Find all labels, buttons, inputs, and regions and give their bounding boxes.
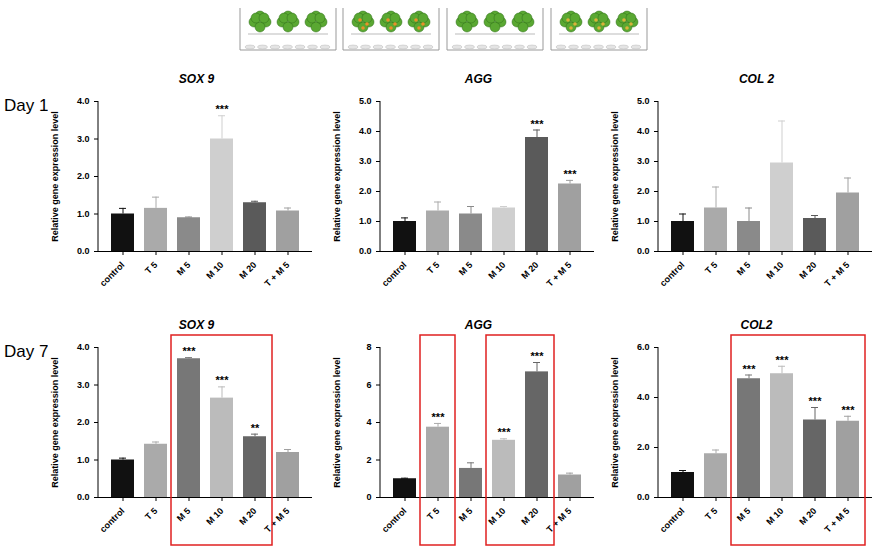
svg-text:1.0: 1.0 xyxy=(77,209,90,219)
svg-text:0.0: 0.0 xyxy=(77,492,90,502)
svg-text:T + M 5: T + M 5 xyxy=(263,260,292,289)
html-text:Day 7: Day 7 xyxy=(4,342,49,361)
svg-text:***: *** xyxy=(183,345,197,357)
svg-text:M 5: M 5 xyxy=(457,260,475,278)
svg-text:4.0: 4.0 xyxy=(77,342,90,352)
svg-text:M 20: M 20 xyxy=(797,506,818,527)
svg-text:M 10: M 10 xyxy=(764,506,785,527)
svg-text:M 20: M 20 xyxy=(797,260,818,281)
svg-text:1.0: 1.0 xyxy=(637,216,650,226)
svg-text:T + M 5: T + M 5 xyxy=(823,506,852,535)
svg-text:***: *** xyxy=(498,426,512,438)
svg-text:2: 2 xyxy=(366,455,371,465)
svg-text:T 5: T 5 xyxy=(425,506,441,522)
svg-text:Relative gene expression level: Relative gene expression level xyxy=(610,111,620,242)
svg-text:***: *** xyxy=(432,411,446,423)
svg-text:6.0: 6.0 xyxy=(637,342,650,352)
svg-text:Relative gene expression level: Relative gene expression level xyxy=(610,357,620,488)
svg-text:control: control xyxy=(658,506,687,535)
svg-text:T 5: T 5 xyxy=(143,260,159,276)
svg-text:0.0: 0.0 xyxy=(359,246,372,256)
svg-text:***: *** xyxy=(842,404,856,416)
svg-text:***: *** xyxy=(743,363,757,375)
svg-text:***: *** xyxy=(776,354,790,366)
svg-text:4.0: 4.0 xyxy=(637,392,650,402)
svg-text:M 10: M 10 xyxy=(204,506,225,527)
svg-text:0.0: 0.0 xyxy=(77,246,90,256)
svg-text:M 5: M 5 xyxy=(175,260,193,278)
svg-text:T + M 5: T + M 5 xyxy=(823,260,852,289)
svg-text:control: control xyxy=(98,506,127,535)
svg-text:3.0: 3.0 xyxy=(637,156,650,166)
svg-text:4.0: 4.0 xyxy=(637,126,650,136)
svg-text:control: control xyxy=(380,506,409,535)
svg-text:Relative gene expression level: Relative gene expression level xyxy=(50,357,60,488)
svg-text:8: 8 xyxy=(366,342,371,352)
svg-text:T 5: T 5 xyxy=(703,260,719,276)
svg-text:T 5: T 5 xyxy=(703,506,719,522)
svg-text:M 20: M 20 xyxy=(519,260,540,281)
html-text:Day 1: Day 1 xyxy=(4,96,49,115)
svg-text:3.0: 3.0 xyxy=(77,134,90,144)
svg-text:Relative gene expression level: Relative gene expression level xyxy=(332,111,342,242)
svg-text:0.0: 0.0 xyxy=(637,492,650,502)
svg-text:T 5: T 5 xyxy=(143,506,159,522)
svg-text:M 5: M 5 xyxy=(735,260,753,278)
svg-text:T + M 5: T + M 5 xyxy=(263,506,292,535)
svg-text:M 10: M 10 xyxy=(764,260,785,281)
svg-text:M 20: M 20 xyxy=(519,506,540,527)
svg-text:control: control xyxy=(658,260,687,289)
svg-text:2.0: 2.0 xyxy=(637,186,650,196)
svg-text:M 5: M 5 xyxy=(735,506,753,524)
svg-text:M 5: M 5 xyxy=(457,506,475,524)
svg-text:***: *** xyxy=(216,374,230,386)
svg-text:M 20: M 20 xyxy=(237,506,258,527)
svg-text:T + M 5: T + M 5 xyxy=(545,260,574,289)
svg-text:6: 6 xyxy=(366,380,371,390)
html-text:COL2: COL2 xyxy=(740,318,773,332)
svg-text:5.0: 5.0 xyxy=(359,96,372,106)
svg-text:2.0: 2.0 xyxy=(637,442,650,452)
svg-text:M 10: M 10 xyxy=(486,260,507,281)
html-text:COL 2: COL 2 xyxy=(738,72,775,86)
svg-text:M 20: M 20 xyxy=(237,260,258,281)
html-text:AGG: AGG xyxy=(464,72,493,86)
svg-text:0: 0 xyxy=(366,492,371,502)
svg-text:***: *** xyxy=(216,103,230,115)
svg-text:M 10: M 10 xyxy=(486,506,507,527)
html-text:SOX 9: SOX 9 xyxy=(178,318,215,332)
svg-text:**: ** xyxy=(251,422,260,434)
svg-text:1.0: 1.0 xyxy=(77,455,90,465)
svg-text:M 10: M 10 xyxy=(204,260,225,281)
svg-text:Relative gene expression level: Relative gene expression level xyxy=(50,111,60,242)
svg-text:***: *** xyxy=(564,168,578,180)
svg-text:control: control xyxy=(380,260,409,289)
svg-text:***: *** xyxy=(809,395,823,407)
svg-text:0.0: 0.0 xyxy=(637,246,650,256)
svg-text:4: 4 xyxy=(366,417,371,427)
svg-text:T 5: T 5 xyxy=(425,260,441,276)
svg-text:Relative gene expression level: Relative gene expression level xyxy=(332,357,342,488)
svg-text:5.0: 5.0 xyxy=(637,96,650,106)
svg-text:control: control xyxy=(98,260,127,289)
html-text:SOX 9: SOX 9 xyxy=(178,72,215,86)
svg-text:2.0: 2.0 xyxy=(359,186,372,196)
svg-text:***: *** xyxy=(531,118,545,130)
svg-text:3.0: 3.0 xyxy=(359,156,372,166)
svg-text:***: *** xyxy=(531,350,545,362)
svg-text:4.0: 4.0 xyxy=(359,126,372,136)
html-text:AGG: AGG xyxy=(464,318,493,332)
svg-text:1.0: 1.0 xyxy=(359,216,372,226)
svg-text:3.0: 3.0 xyxy=(77,380,90,390)
svg-text:T + M 5: T + M 5 xyxy=(545,506,574,535)
svg-text:4.0: 4.0 xyxy=(77,96,90,106)
svg-text:2.0: 2.0 xyxy=(77,417,90,427)
svg-text:M 5: M 5 xyxy=(175,506,193,524)
svg-text:2.0: 2.0 xyxy=(77,171,90,181)
